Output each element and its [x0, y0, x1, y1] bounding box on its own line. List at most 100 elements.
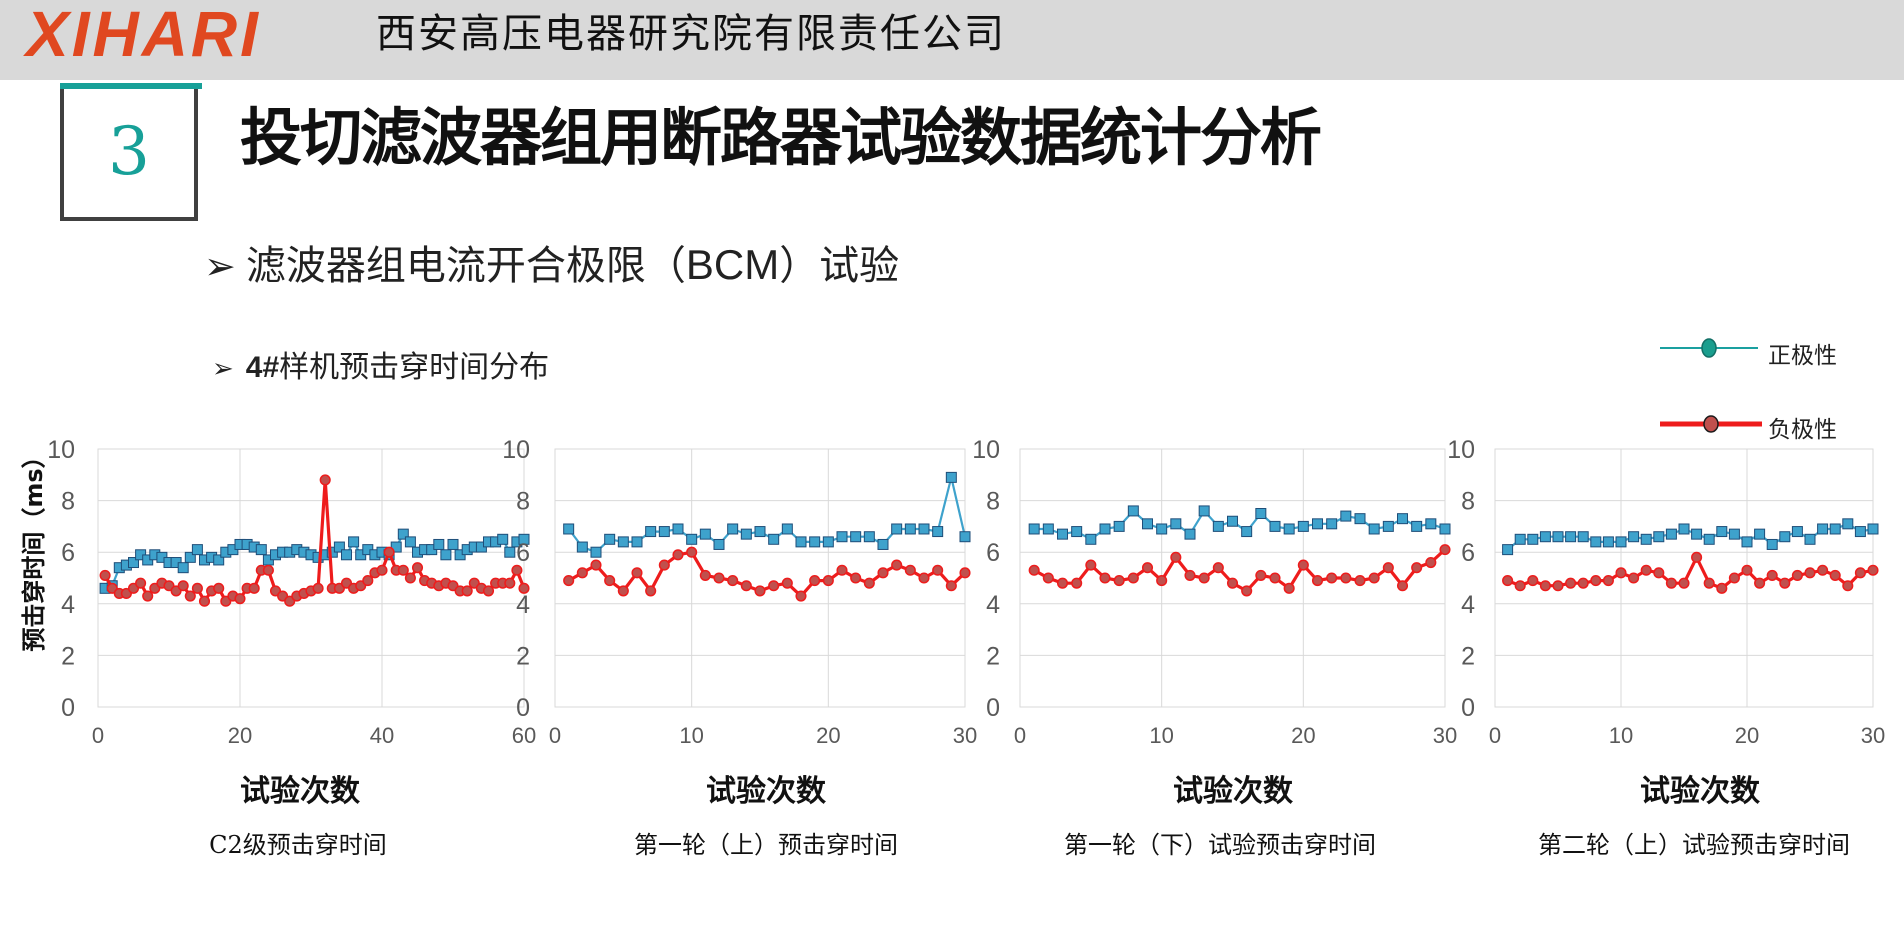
chart4-negative-point [1577, 577, 1589, 589]
chart1-positive-point [128, 557, 139, 569]
company-name: 西安高压电器研究院有限责任公司 [376, 11, 1006, 57]
chart2-y-tick-label: 6 [516, 539, 530, 567]
chart1-y-tick-label: 0 [61, 694, 75, 722]
chart1-negative-point [518, 582, 530, 594]
chart1-x-tick-label: 20 [228, 723, 252, 748]
chart2-x-axis-title: 试验次数 [706, 774, 826, 809]
chart4-positive-point [1615, 536, 1627, 548]
chart4-negative-point [1691, 551, 1703, 563]
chart2-positive-point [850, 531, 862, 543]
chart4-y-tick-label: 8 [1461, 488, 1475, 516]
section-number: 3 [108, 113, 150, 190]
chart4-positive-point [1577, 531, 1589, 543]
chart3-positive-point [1340, 510, 1352, 522]
chart4-negative-point [1829, 569, 1841, 581]
subheading-rest: 样机预击穿时间分布 [279, 350, 550, 385]
chart4-negative-point [1741, 564, 1753, 576]
chart3-negative-point [1283, 582, 1295, 594]
chart4-positive-point [1502, 544, 1514, 556]
legend-positive-marker [1701, 338, 1717, 358]
chart3-negative-point [1354, 575, 1366, 587]
chart3-negative-point [1085, 559, 1097, 571]
chart2-positive-point [891, 523, 903, 535]
chart1-positive-point [213, 554, 225, 566]
chart4-negative-point [1754, 577, 1766, 589]
chart3-negative-point [1071, 577, 1083, 589]
chart1-negative-point [248, 582, 260, 594]
chart2-plot-area [554, 448, 966, 708]
chart3-positive-point [1198, 505, 1210, 517]
chart3-positive-point [1227, 515, 1238, 527]
chart2-positive-point [713, 538, 725, 550]
chart3-y-tick-label: 0 [986, 694, 1000, 722]
chart4-x-tick-label: 30 [1861, 723, 1885, 748]
chart2-y-tick-label: 4 [516, 591, 530, 619]
chart2-x-tick-label: 30 [953, 723, 977, 748]
chart3-negative-point [1212, 562, 1224, 574]
chart3-positive-point [1071, 526, 1083, 538]
chart1-positive-point [177, 562, 189, 574]
legend-positive-label: 正极性 [1768, 343, 1837, 369]
chart2-positive-point [740, 528, 752, 540]
chart1-positive-point [440, 549, 452, 561]
chart3-caption: 第一轮（下）试验预击穿时间 [1064, 831, 1376, 859]
chart3-positive-point [1368, 523, 1380, 535]
chart2-positive-point [932, 526, 944, 538]
chart2-positive-point [754, 526, 766, 538]
chart2-positive-point [563, 523, 575, 535]
chart4-positive-point [1854, 526, 1866, 538]
chart4-negative-point [1716, 582, 1728, 594]
chart2-negative-point [877, 567, 889, 579]
chart2-positive-point [699, 528, 711, 540]
chart3-positive-point [1170, 518, 1182, 530]
chart1-positive-point [447, 538, 459, 550]
chart4-positive-point [1653, 531, 1665, 543]
chart2-positive-point [604, 533, 616, 545]
chart4-positive-point [1590, 536, 1602, 548]
chart2-positive-point [631, 536, 643, 548]
chart1-negative-point [184, 590, 196, 602]
chart2-positive-point [863, 531, 875, 543]
chart3-negative-point [1099, 572, 1111, 584]
chart3-positive-point [1127, 505, 1139, 517]
chart2-positive-point [904, 523, 916, 535]
chart4-positive-point [1691, 528, 1703, 540]
chart3-positive-point [1269, 520, 1281, 532]
chart4-positive-point [1804, 533, 1816, 545]
chart2-y-tick-label: 8 [516, 488, 530, 516]
chart4-positive-point [1628, 531, 1640, 543]
chart2-positive-point [727, 523, 739, 535]
chart2-positive-point [617, 536, 629, 548]
chart1-negative-point [404, 572, 416, 584]
chart4-positive-point [1766, 538, 1778, 550]
chart2-positive-point [590, 546, 602, 558]
chart1-positive-point [390, 541, 402, 553]
chart4-x-tick-label: 10 [1609, 723, 1633, 748]
chart4-negative-point [1703, 577, 1715, 589]
chart3-negative-point [1141, 562, 1154, 574]
chart4-negative-point [1539, 580, 1551, 592]
chart4-negative-point [1502, 575, 1514, 587]
chart3-y-tick-label: 8 [986, 488, 1000, 516]
chart1-negative-point [142, 590, 154, 602]
chart4-negative-point [1640, 564, 1652, 576]
chart2-negative-point [891, 559, 903, 571]
chart1-negative-point [177, 580, 189, 592]
chart1-y-tick-label: 6 [61, 539, 75, 567]
chart3-positive-point [1326, 518, 1338, 530]
chart2-negative-point [563, 575, 575, 587]
chart3-positive-point [1411, 520, 1423, 532]
chart3-positive-point [1255, 508, 1267, 519]
chart2-positive-point [809, 536, 821, 548]
chart3-positive-point [1142, 518, 1153, 530]
chart4-negative-point [1791, 569, 1803, 581]
chart4-y-tick-label: 0 [1461, 694, 1475, 722]
chart1-negative-point [191, 582, 203, 594]
chart4-positive-point [1754, 528, 1766, 540]
chart2-negative-point [631, 567, 643, 579]
chart4-positive-point [1829, 523, 1841, 535]
chart2-y-tick-label: 0 [516, 694, 530, 722]
chart3-negative-point [1198, 572, 1210, 584]
chart3-positive-point [1312, 518, 1323, 530]
